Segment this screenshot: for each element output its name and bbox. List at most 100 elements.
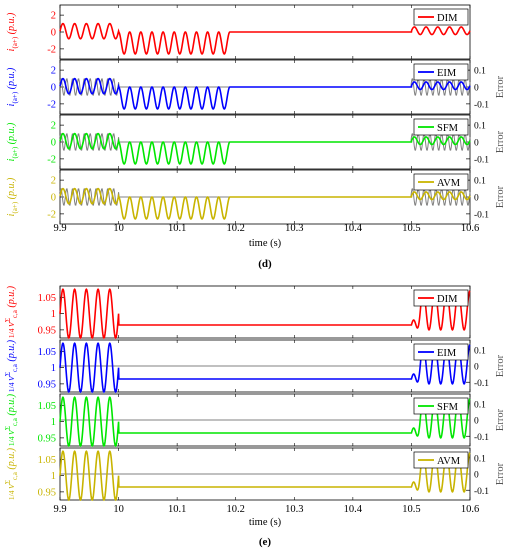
x-tick-label: 10.4 xyxy=(344,504,363,515)
y-tick-label: 2 xyxy=(51,121,56,132)
x-tick-label: 10.6 xyxy=(461,504,479,515)
y-tick-label: 0.95 xyxy=(38,379,56,390)
error-axis-label: Error xyxy=(495,75,506,98)
series-line-sfm xyxy=(59,132,471,165)
y-tick-label: 1.05 xyxy=(38,455,56,466)
legend-sfm: SFM xyxy=(413,397,469,415)
y-axis-label: 1/4 vΣc,a (p.u.) xyxy=(4,393,19,446)
legend-box xyxy=(413,451,469,469)
panel-avm: 1.05 1 0.95 0.1 0 -0.1 Error AVM 1/4 vΣc,a (p.u.… xyxy=(4,447,506,502)
legend-label: EIM xyxy=(437,68,457,79)
legend-eim: EIM xyxy=(413,63,469,81)
error-tick-label: 0 xyxy=(474,139,479,149)
series-line-avm xyxy=(59,450,471,502)
error-tick-label: 0 xyxy=(474,417,479,427)
legend-avm: AVM xyxy=(413,173,469,191)
y-tick-label: 0 xyxy=(51,138,56,149)
error-axis-label: Error xyxy=(495,462,506,485)
y-tick-label: 1 xyxy=(51,363,56,374)
panel-dim: 2 0 -2 DIM i(a+) (p.u.) xyxy=(6,4,471,60)
panel-sfm: 1.05 1 0.95 0.1 0 -0.1 Error SFM 1/4 vΣc,a (p.u.… xyxy=(4,393,506,448)
x-tick-label: 10.1 xyxy=(168,223,186,234)
legend-label: AVM xyxy=(437,456,461,467)
panel-sfm: 2 0 -2 0.1 0 -0.1 Error SFM i(a+) (p.u.) xyxy=(6,114,506,170)
legend-box xyxy=(413,8,469,26)
series-line-eim xyxy=(59,342,471,394)
series-line-avm xyxy=(59,187,471,220)
figure-caption: (d) xyxy=(258,258,272,270)
y-tick-label: 1.05 xyxy=(38,401,56,412)
x-axis-label: time (s) xyxy=(249,238,282,249)
legend-box xyxy=(413,343,469,361)
series-line-sfm xyxy=(59,396,471,448)
legend-sfm: SFM xyxy=(413,118,469,136)
x-tick-label: 10.5 xyxy=(402,504,420,515)
legend-avm: AVM xyxy=(413,451,469,469)
x-tick-label: 10.2 xyxy=(227,223,245,234)
y-tick-label: 0 xyxy=(51,193,56,204)
x-tick-label: 10 xyxy=(113,504,124,515)
legend-box xyxy=(413,289,469,307)
panel-avm: 2 0 -2 0.1 0 -0.1 Error AVM i(a+) (p.u.) xyxy=(6,169,506,225)
y-axis-label: 1/4 vΣc,a (p.u.) xyxy=(4,339,19,392)
y-tick-label: -2 xyxy=(47,209,56,220)
x-tick-label: 10.5 xyxy=(402,223,420,234)
legend-label: SFM xyxy=(437,123,459,134)
error-axis-label: Error xyxy=(495,130,506,153)
y-axis-label: i(a+) (p.u.) xyxy=(6,67,19,106)
error-tick-label: 0 xyxy=(474,363,479,373)
y-tick-label: 0 xyxy=(51,28,56,39)
y-tick-label: 1 xyxy=(51,309,56,320)
series-line-dim xyxy=(59,22,471,55)
legend-label: DIM xyxy=(437,13,458,24)
error-tick-label: -0.1 xyxy=(474,155,489,165)
legend-label: DIM xyxy=(437,294,458,305)
legend-dim: DIM xyxy=(413,289,469,307)
x-tick-label: 10.2 xyxy=(227,504,245,515)
error-tick-label: 0 xyxy=(474,471,479,481)
error-axis-label: Error xyxy=(495,354,506,377)
x-tick-label: 10.6 xyxy=(461,223,479,234)
y-tick-label: -2 xyxy=(47,99,56,110)
error-tick-label: -0.1 xyxy=(474,487,489,497)
error-tick-label: 0.1 xyxy=(474,67,486,77)
x-tick-label: 9.9 xyxy=(53,504,66,515)
y-tick-label: -2 xyxy=(47,154,56,165)
legend-label: EIM xyxy=(437,348,457,359)
y-tick-label: -2 xyxy=(47,44,56,55)
y-tick-label: 0.95 xyxy=(38,325,56,336)
y-tick-label: 2 xyxy=(51,11,56,22)
legend-box xyxy=(413,173,469,191)
x-tick-label: 10.3 xyxy=(285,504,303,515)
panel-frame xyxy=(59,285,471,339)
figure-caption: (e) xyxy=(259,536,272,548)
y-tick-label: 0.95 xyxy=(38,487,56,498)
x-tick-label: 10.1 xyxy=(168,504,186,515)
error-tick-label: 0.1 xyxy=(474,177,486,187)
panel-dim: 1.05 1 0.95 DIM 1/4 vΣc,a (p.u.) xyxy=(4,285,471,340)
legend-box xyxy=(413,118,469,136)
x-tick-label: 10.3 xyxy=(285,223,303,234)
x-tick-label: 10 xyxy=(113,223,124,234)
y-axis-label: 1/4 vΣc,a (p.u.) xyxy=(4,447,19,500)
error-tick-label: -0.1 xyxy=(474,210,489,220)
panel-eim: 2 0 -2 0.1 0 -0.1 Error EIM i(a+) (p.u.) xyxy=(6,59,506,115)
legend-eim: EIM xyxy=(413,343,469,361)
y-tick-label: 2 xyxy=(51,176,56,187)
error-tick-label: 0.1 xyxy=(474,346,486,356)
error-tick-label: 0 xyxy=(474,84,479,94)
y-axis-label: 1/4 vΣc,a (p.u.) xyxy=(4,285,19,338)
error-tick-label: 0 xyxy=(474,194,479,204)
y-tick-label: 1 xyxy=(51,471,56,482)
legend-label: AVM xyxy=(437,178,461,189)
error-axis-label: Error xyxy=(495,408,506,431)
series-line-eim xyxy=(59,77,471,110)
legend-box xyxy=(413,397,469,415)
x-tick-label: 9.9 xyxy=(53,223,66,234)
legend-box xyxy=(413,63,469,81)
error-tick-label: -0.1 xyxy=(474,379,489,389)
error-tick-label: -0.1 xyxy=(474,433,489,443)
x-axis-label: time (s) xyxy=(249,517,282,528)
legend-dim: DIM xyxy=(413,8,469,26)
